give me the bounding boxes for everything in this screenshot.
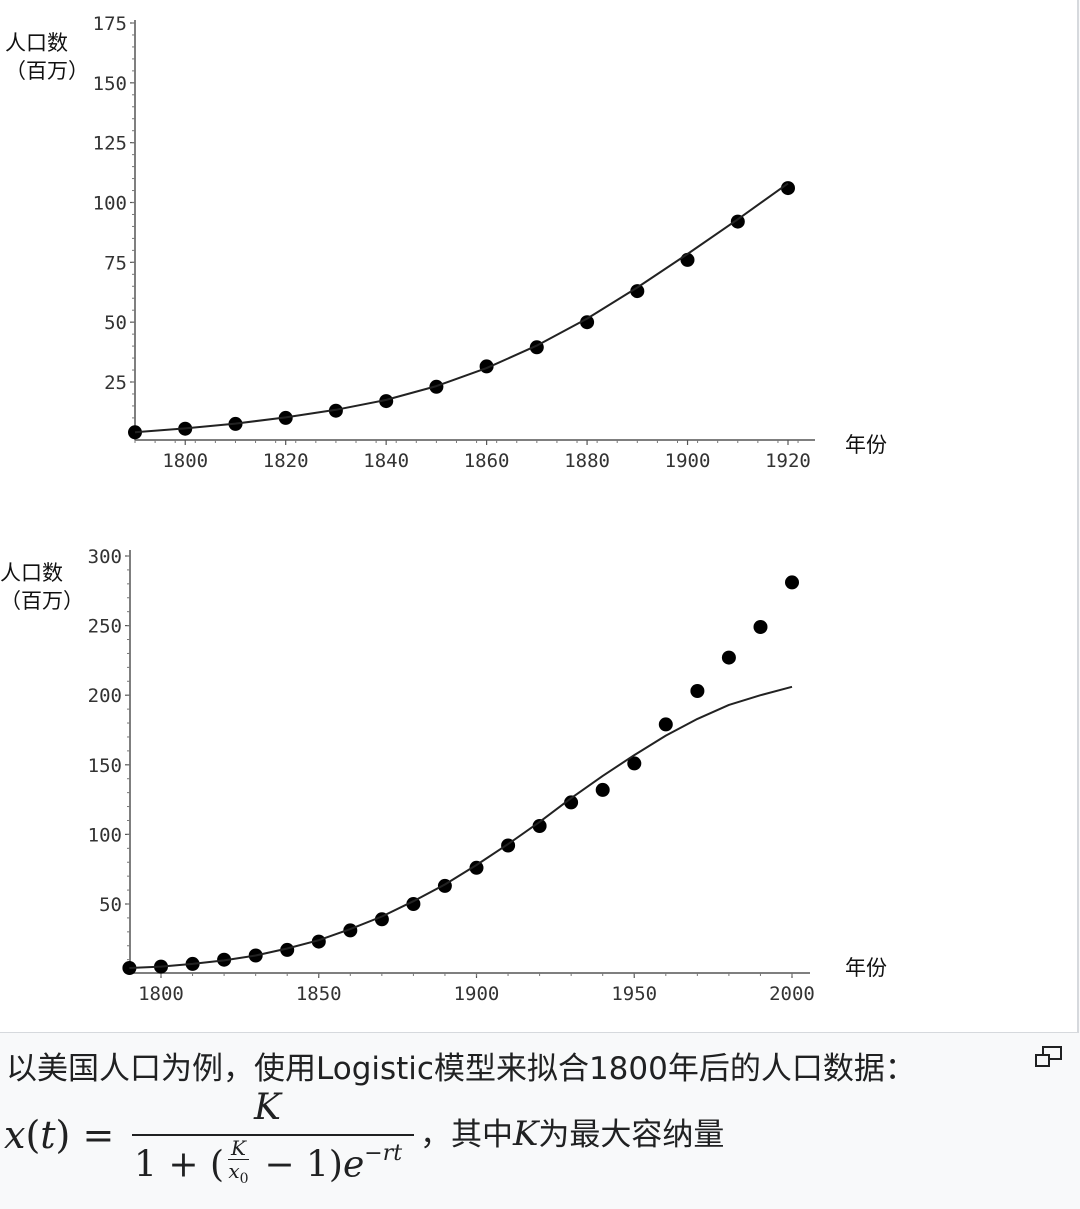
data-point bbox=[658, 717, 673, 732]
x-tick-label: 2000 bbox=[769, 983, 815, 1005]
data-point bbox=[785, 575, 799, 590]
y-tick-label: 300 bbox=[88, 546, 122, 568]
x-tick-label: 1880 bbox=[564, 450, 610, 472]
y-tick-label: 100 bbox=[88, 824, 122, 846]
fitted-curve bbox=[134, 182, 789, 434]
y-tick-label: 25 bbox=[104, 372, 127, 394]
data-point bbox=[595, 782, 610, 797]
y-axis-title: 人口数 bbox=[0, 561, 63, 585]
data-point bbox=[469, 860, 484, 875]
y-axis-title: （百万） bbox=[5, 59, 89, 83]
y-tick-label: 50 bbox=[104, 312, 127, 334]
y-tick-label: 150 bbox=[93, 73, 127, 95]
data-point bbox=[379, 394, 394, 409]
data-point bbox=[630, 284, 645, 299]
caption-text: 以美国人口为例，使用Logistic模型来拟合1800年后的人口数据： bbox=[6, 1051, 916, 1087]
data-point bbox=[406, 897, 421, 911]
charts-canvas: 1800 1820 1840 1860 1880 1900 1920 25 50 75 100 125… bbox=[0, 13, 887, 1005]
x-tick-label: 1950 bbox=[611, 983, 657, 1005]
formula-suffix: ，其中 bbox=[420, 1117, 513, 1153]
data-point bbox=[580, 315, 595, 330]
y-tick-label: 125 bbox=[93, 133, 127, 155]
x-axis-title: 年份 bbox=[845, 433, 887, 457]
x-tick-label: 1800 bbox=[162, 450, 208, 472]
x-tick-label: 1850 bbox=[296, 983, 342, 1005]
figure-caption: 以美国人口为例，使用Logistic模型来拟合1800年后的人口数据： x(t)… bbox=[0, 1033, 1080, 1209]
formula-suffix-end: 为最大容纳量 bbox=[538, 1117, 725, 1153]
enlarge-icon[interactable] bbox=[1034, 1045, 1064, 1069]
data-point bbox=[781, 181, 795, 196]
data-point bbox=[564, 795, 579, 810]
data-point bbox=[730, 214, 745, 229]
y-tick-label: 50 bbox=[99, 894, 122, 916]
y-axis-title: 人口数 bbox=[5, 31, 68, 55]
x-tick-label: 1920 bbox=[765, 450, 811, 472]
y-tick-label: 250 bbox=[88, 616, 122, 638]
x-tick-label: 1820 bbox=[263, 450, 309, 472]
data-point bbox=[690, 684, 705, 698]
data-point bbox=[627, 756, 642, 771]
y-tick-label: 75 bbox=[104, 252, 127, 274]
y-tick-label: 200 bbox=[88, 685, 122, 707]
figure-image: 1800 1820 1840 1860 1880 1900 1920 25 50 75 100 125… bbox=[0, 0, 1079, 1033]
x-tick-label: 1860 bbox=[464, 450, 510, 472]
x-tick-label: 1900 bbox=[454, 983, 500, 1005]
data-point bbox=[753, 620, 768, 634]
y-axis-title: （百万） bbox=[0, 589, 84, 613]
x-tick-label: 1800 bbox=[138, 983, 184, 1005]
y-tick-label: 150 bbox=[88, 755, 122, 777]
data-point bbox=[532, 819, 547, 833]
y-tick-label: 175 bbox=[93, 13, 127, 35]
formula-k-var: K bbox=[513, 1114, 539, 1154]
y-tick-label: 100 bbox=[93, 193, 127, 215]
x-tick-label: 1900 bbox=[665, 450, 711, 472]
x-axis-title: 年份 bbox=[845, 956, 887, 980]
x-tick-label: 1840 bbox=[363, 450, 409, 472]
fitted-curve bbox=[129, 685, 793, 969]
data-point bbox=[280, 942, 295, 957]
data-point bbox=[721, 650, 736, 665]
